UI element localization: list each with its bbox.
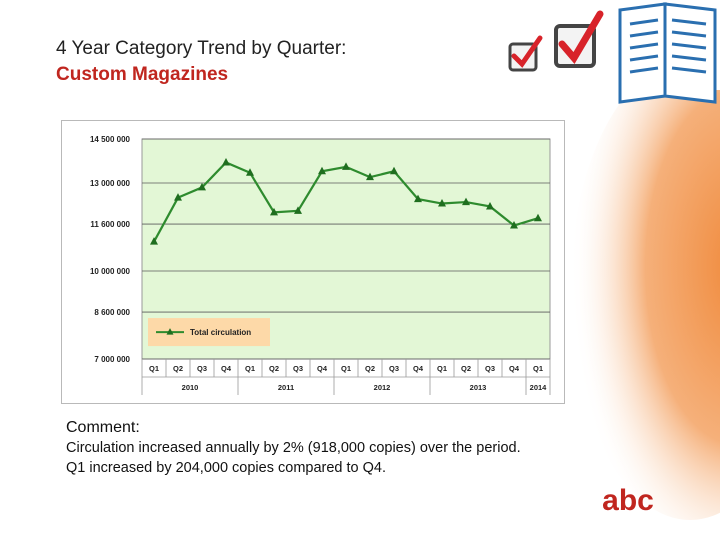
data-point-marker [414,194,422,203]
x-tick-label: Q1 [341,364,351,373]
x-tick-label: Q2 [173,364,183,373]
x-tick-label: Q2 [269,364,279,373]
comment-line-2: Q1 increased by 204,000 copies compared … [66,460,386,476]
y-tick-label: 8 600 000 [94,308,130,317]
line-chart: 7 000 000 8 600 000 10 000 000 11 600 000 13… [90,135,551,395]
year-group-label: 2010 [182,383,199,392]
x-tick-label: Q4 [221,364,232,373]
x-tick-label: Q3 [197,364,207,373]
decorative-checklist-book-icons [508,2,717,104]
x-tick-label: Q4 [413,364,424,373]
x-tick-label: Q1 [149,364,159,373]
abc-logo: abc [602,484,654,517]
x-tick-label: Q1 [245,364,255,373]
abc-logo-text: abc [602,484,654,517]
title-line-2: Custom Magazines [56,64,229,85]
decorative-orange-background [570,90,720,520]
x-tick-label: Q2 [461,364,471,373]
y-tick-label: 10 000 000 [90,267,131,276]
title-line-1: 4 Year Category Trend by Quarter: [56,38,347,59]
chart-frame: 7 000 000 8 600 000 10 000 000 11 600 000 13… [61,120,565,404]
y-tick-label: 7 000 000 [94,355,130,364]
data-point-marker [534,213,542,222]
x-tick-label: Q3 [293,364,303,373]
x-tick-label: Q1 [437,364,447,373]
year-group-label: 2011 [278,383,294,392]
x-tick-label: Q3 [485,364,495,373]
data-point-marker [222,157,230,166]
data-point-marker [246,168,254,176]
y-tick-label: 13 000 000 [90,179,131,188]
legend-marker-sample [166,328,174,335]
data-point-marker [486,201,494,210]
x-tick-label: Q1 [533,364,543,373]
checkbox-small-icon [508,35,543,72]
x-tick-label: Q2 [365,364,375,373]
checkbox-large-icon [554,10,604,68]
comment-heading: Comment: [66,419,140,436]
data-point-marker [390,166,398,175]
data-point-marker [150,237,158,245]
x-tick-label: Q4 [317,364,328,373]
year-group-label: 2012 [374,383,391,392]
x-tick-label: Q3 [389,364,399,373]
data-point-marker [174,193,182,201]
x-tick-label: Q4 [509,364,520,373]
y-tick-label: 11 600 000 [90,220,130,229]
data-point-marker [342,162,350,170]
data-point-marker [438,199,446,207]
data-point-marker [294,206,302,214]
comment-block: Comment: Circulation increased annually … [66,418,586,478]
data-point-marker [198,182,206,191]
year-group-label: 2014 [530,383,548,392]
data-point-marker [270,207,278,216]
y-tick-label: 14 500 000 [90,135,131,144]
data-point-marker [318,166,326,175]
data-point-marker [462,197,470,206]
open-book-icon [618,2,717,104]
year-group-label: 2013 [470,383,487,392]
slide-title: 4 Year Category Trend by Quarter: Custom… [56,36,346,88]
legend-label: Total circulation [190,328,251,337]
data-point-marker [510,221,518,229]
comment-line-1: Circulation increased annually by 2% (91… [66,440,521,456]
data-point-marker [366,172,374,181]
